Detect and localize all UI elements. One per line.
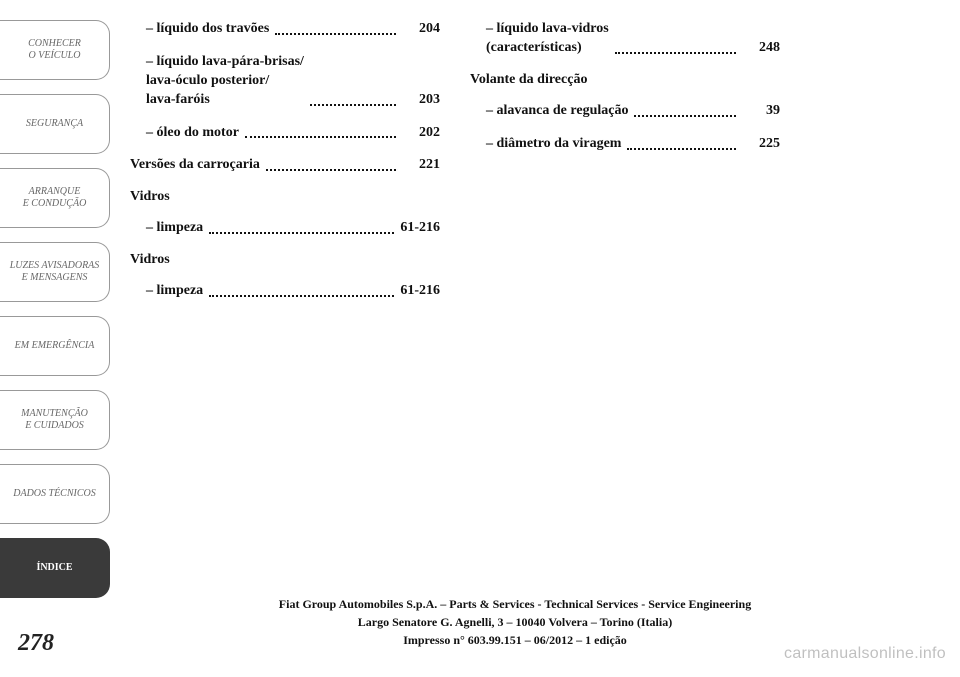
sidebar-tab-4[interactable]: EM EMERGÊNCIA	[0, 316, 110, 376]
index-entry-page: 203	[402, 91, 440, 110]
sidebar-tab-2[interactable]: ARRANQUEE CONDUÇÃO	[0, 168, 110, 228]
page-number: 278	[18, 630, 54, 657]
index-entry-label: – limpeza	[146, 219, 203, 238]
index-entry: Versões da carroçaria 221	[130, 156, 440, 175]
leader-dots	[627, 148, 736, 150]
sidebar-tab-label: ÍNDICE	[28, 562, 80, 574]
index-entry-label: – diâmetro da viragem	[486, 135, 621, 154]
footer: Fiat Group Automobiles S.p.A. – Parts & …	[130, 595, 900, 649]
index-entry: – líquido lava-pára-brisas/lava-óculo po…	[130, 53, 440, 110]
sidebar-tab-6[interactable]: DADOS TÉCNICOS	[0, 464, 110, 524]
index-content: – líquido dos travões 204 – líquido lava-p…	[130, 20, 790, 315]
leader-dots	[615, 52, 736, 54]
index-entry-page: 221	[402, 156, 440, 175]
index-entry-label: Vidros	[130, 189, 170, 204]
index-entry-label: Volante da direcção	[470, 72, 587, 87]
sidebar-tab-label: SEGURANÇA	[18, 118, 91, 130]
index-entry: Vidros	[130, 252, 440, 268]
index-entry-page: 225	[742, 135, 780, 154]
sidebar-tab-0[interactable]: CONHECERO VEÍCULO	[0, 20, 110, 80]
index-entry-label: – líquido lava-vidros(características)	[486, 20, 609, 58]
leader-dots	[266, 169, 396, 171]
index-entry: – líquido dos travões 204	[130, 20, 440, 39]
index-entry: Vidros	[130, 189, 440, 205]
index-entry-page: 204	[402, 20, 440, 39]
index-entry-label: Vidros	[130, 252, 170, 267]
sidebar-tab-1[interactable]: SEGURANÇA	[0, 94, 110, 154]
index-entry-label: Versões da carroçaria	[130, 156, 260, 175]
footer-line-1: Fiat Group Automobiles S.p.A. – Parts & …	[130, 595, 900, 613]
sidebar-tab-3[interactable]: LUZES AVISADORASE MENSAGENS	[0, 242, 110, 302]
index-entry-label: – líquido dos travões	[146, 20, 269, 39]
leader-dots	[275, 33, 396, 35]
leader-dots	[634, 115, 736, 117]
index-entry-label: – óleo do motor	[146, 124, 239, 143]
watermark: carmanualsonline.info	[784, 645, 946, 663]
sidebar-tab-label: MANUTENÇÃOE CUIDADOS	[13, 408, 96, 432]
index-entry: – líquido lava-vidros(características) 24…	[470, 20, 780, 58]
index-entry-label: – alavanca de regulação	[486, 102, 628, 121]
leader-dots	[310, 104, 396, 106]
index-column-1: – líquido lava-vidros(características) 24…	[470, 20, 780, 315]
index-entry-page: 61-216	[400, 219, 440, 238]
sidebar: CONHECERO VEÍCULO SEGURANÇA ARRANQUEE COND…	[0, 0, 110, 677]
index-entry: – óleo do motor 202	[130, 124, 440, 143]
sidebar-tab-label: LUZES AVISADORASE MENSAGENS	[2, 260, 108, 284]
index-entry: Volante da direcção	[470, 72, 780, 88]
index-entry-page: 39	[742, 102, 780, 121]
index-entry: – diâmetro da viragem 225	[470, 135, 780, 154]
leader-dots	[209, 295, 394, 297]
index-entry-label: – limpeza	[146, 282, 203, 301]
index-entry-page: 248	[742, 39, 780, 58]
sidebar-tab-label: DADOS TÉCNICOS	[5, 488, 104, 500]
footer-line-2: Largo Senatore G. Agnelli, 3 – 10040 Vol…	[130, 613, 900, 631]
sidebar-tab-5[interactable]: MANUTENÇÃOE CUIDADOS	[0, 390, 110, 450]
index-entry-label: – líquido lava-pára-brisas/lava-óculo po…	[146, 53, 304, 110]
leader-dots	[245, 136, 396, 138]
manual-page: CONHECERO VEÍCULO SEGURANÇA ARRANQUEE COND…	[0, 0, 960, 677]
index-entry: – limpeza 61-216	[130, 282, 440, 301]
index-column-0: – líquido dos travões 204 – líquido lava-p…	[130, 20, 440, 315]
leader-dots	[209, 232, 394, 234]
index-entry-page: 61-216	[400, 282, 440, 301]
sidebar-tab-7[interactable]: ÍNDICE	[0, 538, 110, 598]
sidebar-tab-label: EM EMERGÊNCIA	[7, 340, 103, 352]
index-entry: – limpeza 61-216	[130, 219, 440, 238]
sidebar-tab-label: CONHECERO VEÍCULO	[20, 38, 89, 62]
index-entry: – alavanca de regulação 39	[470, 102, 780, 121]
sidebar-tab-label: ARRANQUEE CONDUÇÃO	[15, 186, 95, 210]
index-entry-page: 202	[402, 124, 440, 143]
